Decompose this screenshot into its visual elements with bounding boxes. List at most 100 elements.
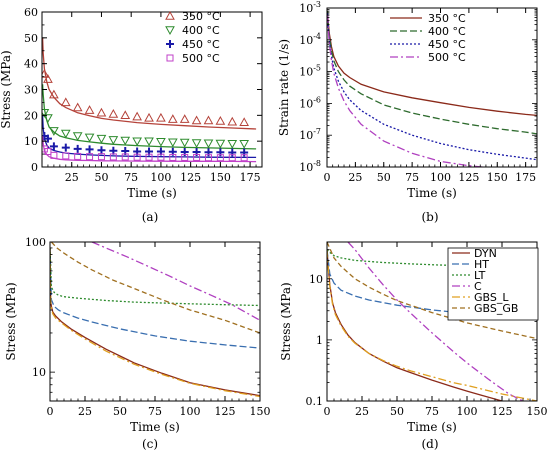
data-point [215,115,226,125]
y-tick-label: 10-5 [299,64,321,79]
legend-label: 500 °C [428,51,466,64]
data-point [96,107,107,117]
data-point [109,146,118,155]
legend-label: 450 °C [182,38,220,51]
data-point [43,114,53,123]
data-point [60,129,71,139]
data-point [133,153,141,161]
y-tick-label: 10 [32,366,46,379]
series-line-500c [327,15,489,167]
x-tick-label: 150 [527,405,548,418]
y-tick-label: 60 [24,6,38,19]
data-point [49,127,59,136]
data-point [145,153,153,161]
series-line-500c [42,135,257,163]
x-tick-label: 150 [487,171,508,184]
legend-marker [166,40,174,48]
series-line-ht [50,247,260,349]
x-tick-label: 100 [430,171,451,184]
x-tick-label: 100 [457,405,478,418]
data-point [61,143,70,152]
series-line-350c [42,37,257,130]
y-tick-label: 10-4 [299,32,321,47]
data-point [144,137,154,147]
data-point [227,116,238,126]
x-tick-label: 150 [210,171,231,184]
y-tick-label: 10 [24,135,38,148]
data-point [228,154,236,162]
y-axis-label: Stress (MPa) [279,282,293,360]
panel-caption: (b) [421,210,438,224]
data-point [169,153,177,161]
data-point [167,114,178,123]
legend-label: C [474,280,482,293]
legend-marker [165,10,175,20]
legend-label: HT [474,258,489,271]
legend-label: 400 °C [428,25,466,38]
series-line-gbsgb [327,242,537,340]
data-point [144,112,154,122]
data-point [156,112,166,122]
x-tick-label: 0 [324,405,331,418]
data-point [43,134,52,143]
y-tick-label: 0 [31,161,38,174]
y-tick-label: 100 [25,236,46,249]
data-point [97,146,106,155]
data-point [132,137,142,147]
y-tick-label: 0.1 [306,395,324,408]
x-tick-label: 125 [458,171,479,184]
data-point [60,97,71,107]
data-point [203,115,214,125]
plot-area [327,242,537,401]
panel-caption: (a) [142,210,159,224]
x-tick-label: 50 [377,171,391,184]
data-point [73,144,82,153]
data-point [120,110,131,120]
data-point [132,111,142,121]
panel-caption: (d) [421,437,438,451]
series-line-lt [50,247,260,307]
data-point [108,136,119,145]
x-tick-label: 25 [65,171,79,184]
panel-caption: (c) [142,437,158,451]
series-line-gbsgb [50,242,260,334]
data-point [181,153,189,161]
y-tick-label: 10-3 [299,0,321,15]
data-point [204,154,212,162]
plot-area [42,37,257,163]
data-point [108,109,119,118]
y-tick-label: 10-6 [299,95,321,110]
data-point [84,133,95,143]
data-point [84,105,95,114]
series-line-450c [42,115,257,159]
x-tick-label: 125 [215,405,236,418]
x-tick-label: 25 [348,171,362,184]
legend-label: 500 °C [182,52,220,65]
data-point [240,154,248,162]
x-tick-label: 175 [240,171,261,184]
y-tick-label: 10-7 [299,127,321,142]
x-tick-label: 50 [113,405,127,418]
series-line-c [91,242,260,321]
x-tick-label: 50 [94,171,108,184]
data-point [193,153,201,161]
plot-frame [326,7,538,168]
data-point [96,134,107,144]
legend-label: 350 °C [182,10,220,23]
y-tick-label: 20 [24,109,38,122]
y-tick-label: 30 [24,84,38,97]
legend-label: DYN [474,247,497,260]
legend-label: LT [474,269,486,282]
x-tick-label: 75 [124,171,138,184]
y-tick-label: 10 [309,273,323,286]
legend-marker [165,26,175,36]
data-point [97,153,105,161]
data-point [179,138,190,148]
y-axis-label: Stress (MPa) [4,282,18,360]
x-tick-label: 125 [180,171,201,184]
series-line-450c [327,12,537,161]
